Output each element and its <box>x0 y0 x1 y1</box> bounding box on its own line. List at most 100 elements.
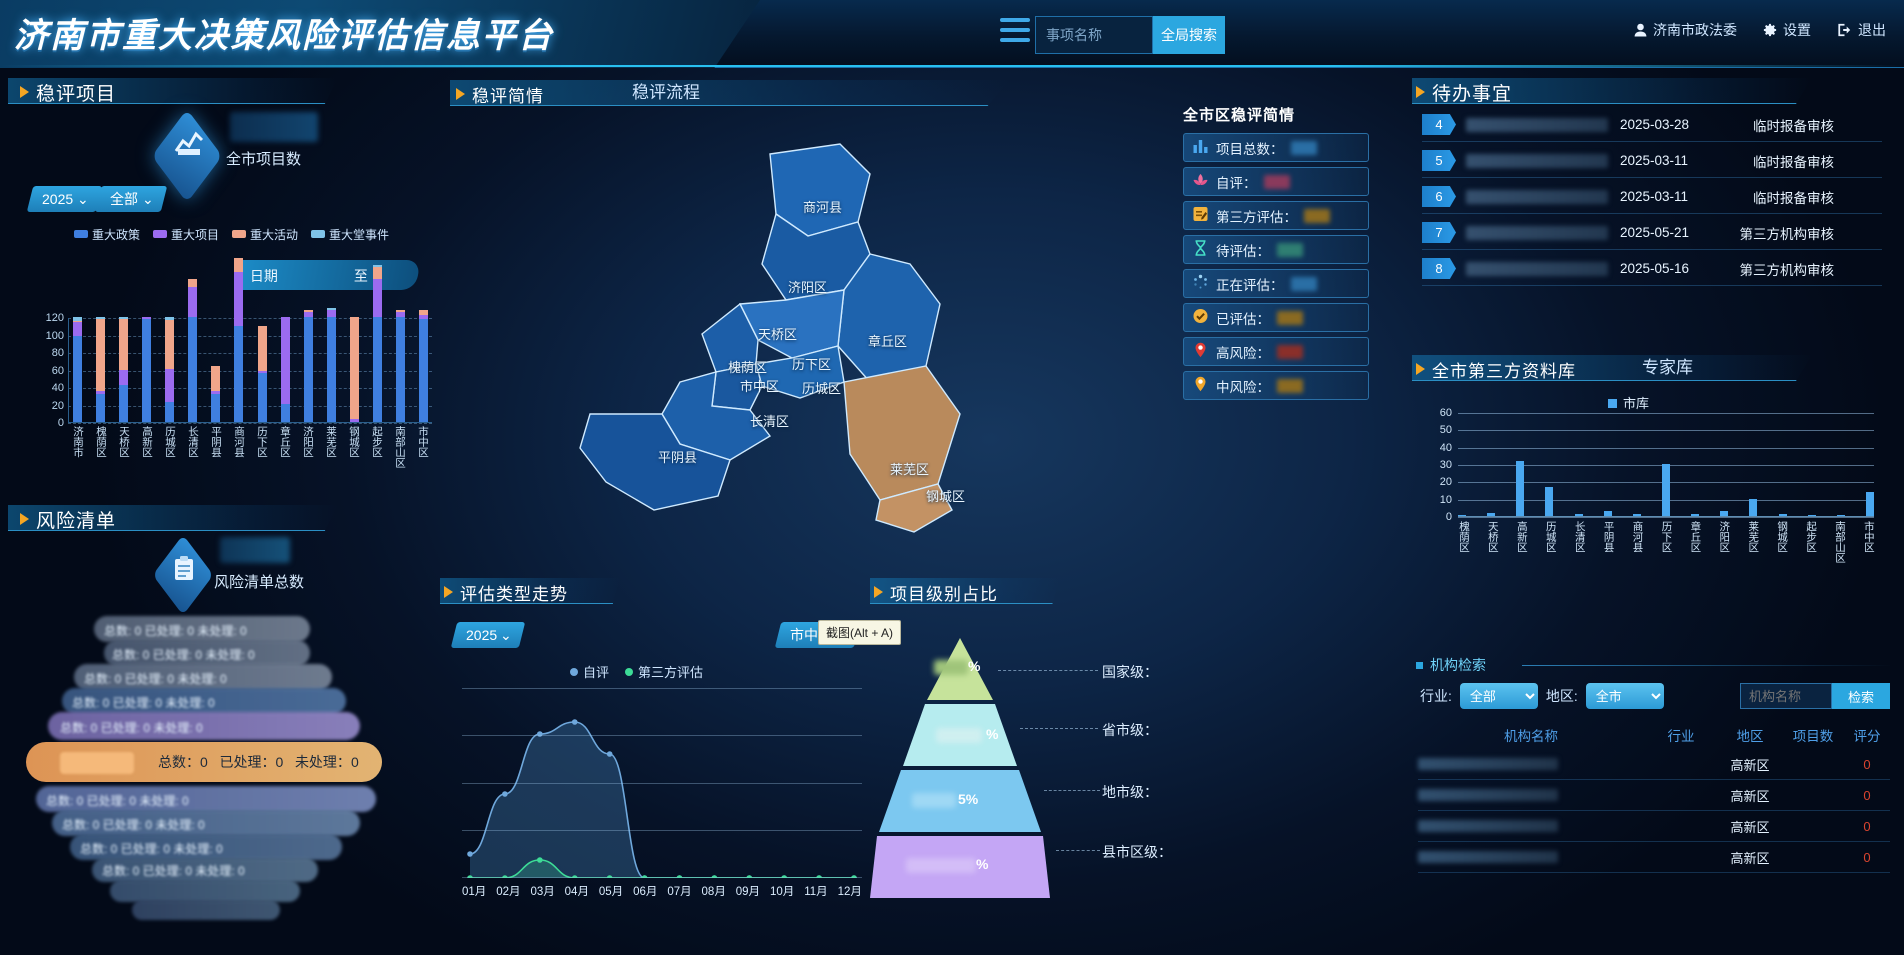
map-region-label[interactable]: 钢城区 <box>926 489 966 504</box>
trend-point[interactable] <box>537 731 543 737</box>
map-region-label[interactable]: 莱芜区 <box>890 462 930 477</box>
map-region-label[interactable]: 平阴县 <box>658 450 698 465</box>
area-select[interactable]: 全市 <box>1585 683 1664 709</box>
stat-row[interactable]: 已评估： <box>1183 303 1369 332</box>
risk-region-list[interactable]: 总数: 0 已处理: 0 未处理: 0 总数: 0 已处理: 0 未处理: 0 … <box>8 610 428 940</box>
map-region-label[interactable]: 商河县 <box>803 200 843 215</box>
map-region-label[interactable]: 市中区 <box>740 379 780 394</box>
bar[interactable] <box>142 317 152 422</box>
year-filter[interactable]: 2025 ⌄ <box>26 186 103 212</box>
bar[interactable] <box>1778 514 1787 516</box>
bar[interactable] <box>96 317 106 422</box>
bar[interactable] <box>1487 512 1496 516</box>
bar[interactable] <box>1807 515 1816 516</box>
bar[interactable] <box>1603 510 1612 516</box>
bar[interactable] <box>1574 514 1583 516</box>
map-region-label[interactable]: 长清区 <box>750 414 790 429</box>
date-range-filter[interactable]: 日期 至 <box>233 260 421 290</box>
logout-button[interactable]: 退出 <box>1837 20 1886 40</box>
map-tab-active[interactable]: 稳评简情 <box>456 80 544 108</box>
library-tab-experts[interactable]: 专家库 <box>1620 355 1715 381</box>
list-item[interactable] <box>36 786 376 812</box>
bar[interactable] <box>1691 514 1700 516</box>
map-tab-process[interactable]: 稳评流程 <box>610 80 722 106</box>
table-row[interactable]: 高新区 0 <box>1418 811 1890 842</box>
bar[interactable] <box>418 310 428 422</box>
trend-point[interactable] <box>502 791 508 797</box>
bar[interactable] <box>1836 515 1845 516</box>
trend-year-filter[interactable]: 2025 ⌄ <box>450 622 526 648</box>
bar[interactable] <box>119 317 129 422</box>
user-account[interactable]: 济南市政法委 <box>1634 20 1737 40</box>
stat-row[interactable]: 第三方评估： <box>1183 201 1369 230</box>
global-search-button[interactable]: 全局搜索 <box>1153 16 1225 54</box>
list-item[interactable] <box>94 616 310 642</box>
table-row[interactable]: 7 2025-05-21 第三方机构审核 <box>1422 216 1882 250</box>
settings-button[interactable]: 设置 <box>1763 20 1811 40</box>
bar[interactable] <box>349 317 359 422</box>
library-tab-active[interactable]: 全市第三方资料库 <box>1416 355 1576 383</box>
stat-row[interactable]: 待评估： <box>1183 235 1369 264</box>
table-row[interactable]: 高新区 0 <box>1418 780 1890 811</box>
stat-row[interactable]: 正在评估： <box>1183 269 1369 298</box>
bar[interactable] <box>165 317 175 422</box>
stat-row[interactable]: 自评： <box>1183 167 1369 196</box>
list-item[interactable] <box>74 664 332 690</box>
industry-select[interactable]: 全部 <box>1459 683 1538 709</box>
legend-item-3: 重大堂事件 <box>311 226 389 243</box>
bar[interactable] <box>1632 514 1641 516</box>
spinner-icon <box>1192 274 1209 293</box>
map-region-label[interactable]: 天桥区 <box>758 327 798 342</box>
list-item[interactable] <box>48 712 360 740</box>
bar[interactable] <box>326 308 336 422</box>
stat-row[interactable]: 高风险： <box>1183 337 1369 366</box>
bar[interactable] <box>234 257 244 422</box>
bar[interactable] <box>73 317 82 422</box>
trend-point[interactable] <box>467 851 473 857</box>
bar[interactable] <box>1458 515 1466 516</box>
bar[interactable] <box>1749 498 1758 516</box>
table-row[interactable]: 6 2025-03-11 临时报备审核 <box>1422 180 1882 214</box>
stat-row[interactable]: 项目总数： <box>1183 133 1369 162</box>
list-item[interactable] <box>62 688 346 714</box>
map-region-label[interactable]: 历下区 <box>792 357 832 372</box>
search-input[interactable] <box>1035 16 1153 54</box>
bar[interactable] <box>303 310 313 422</box>
bar[interactable] <box>188 278 198 422</box>
trend-point[interactable] <box>537 857 543 863</box>
map-region-label[interactable]: 历城区 <box>802 381 842 396</box>
bar[interactable] <box>1720 510 1729 516</box>
table-row[interactable]: 5 2025-03-11 临时报备审核 <box>1422 144 1882 178</box>
jinan-map[interactable]: 商河县济阳区天桥区 章丘区槐荫区 历下区 市中区 历城区长清区平阴县莱芜区钢城区 <box>440 114 1160 544</box>
list-item[interactable] <box>92 858 318 882</box>
table-row[interactable]: 高新区 0 <box>1418 842 1890 873</box>
bar[interactable] <box>257 325 267 422</box>
map-region-label[interactable]: 济阳区 <box>788 280 828 295</box>
list-item[interactable] <box>132 900 280 920</box>
bar[interactable] <box>1865 491 1874 516</box>
map-region-label[interactable]: 槐荫区 <box>728 360 768 375</box>
table-row[interactable]: 4 2025-03-28 临时报备审核 <box>1422 108 1882 142</box>
scope-filter[interactable]: 全部 ⌄ <box>94 186 167 212</box>
map-region-label[interactable]: 章丘区 <box>868 334 908 349</box>
bar[interactable] <box>372 264 382 422</box>
trend-point[interactable] <box>571 719 578 725</box>
org-search-button[interactable]: 检索 <box>1832 683 1890 709</box>
map-svg[interactable] <box>440 114 1160 544</box>
bar[interactable] <box>280 317 290 422</box>
bar[interactable] <box>1661 464 1670 516</box>
stat-row[interactable]: 中风险： <box>1183 371 1369 400</box>
list-item[interactable] <box>52 810 360 836</box>
trend-point[interactable] <box>606 751 613 757</box>
bar[interactable] <box>1545 486 1554 516</box>
bar[interactable] <box>211 366 221 422</box>
bar[interactable] <box>395 310 405 422</box>
table-row[interactable]: 8 2025-05-16 第三方机构审核 <box>1422 252 1882 286</box>
list-item[interactable] <box>110 880 300 902</box>
bar[interactable] <box>1516 460 1525 516</box>
list-item[interactable] <box>104 640 310 666</box>
hamburger-menu-icon[interactable] <box>1000 18 1030 48</box>
table-row[interactable]: 高新区 0 <box>1418 749 1890 780</box>
list-item[interactable] <box>70 834 342 860</box>
org-name-input[interactable] <box>1740 683 1832 709</box>
